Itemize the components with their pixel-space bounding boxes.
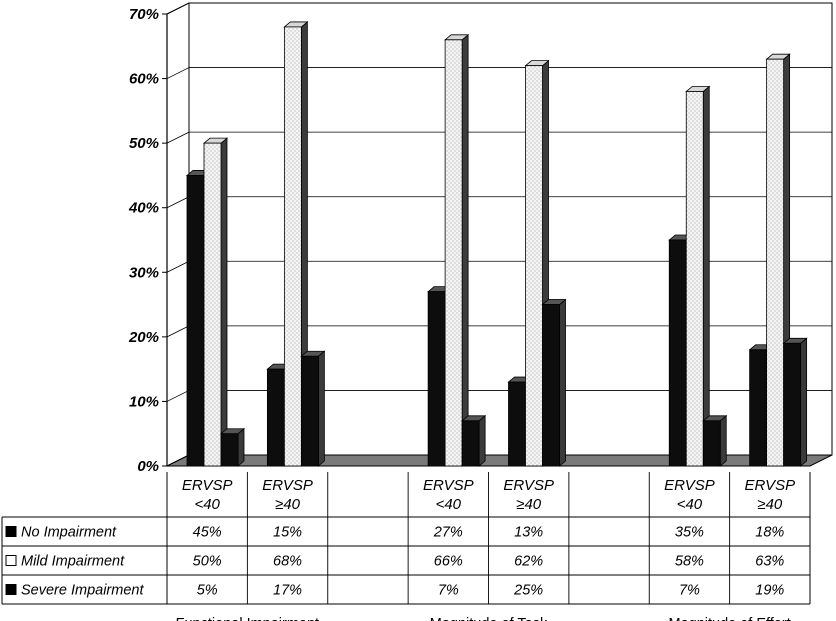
bar-side (702, 85, 710, 467)
category-label: ERVSP (664, 477, 715, 494)
bar-severe-impairment (782, 337, 808, 467)
bar-severe-impairment (219, 427, 246, 467)
y-tick-label: 70% (129, 6, 159, 23)
data-label: 50% (193, 554, 222, 570)
y-tick-label: 60% (129, 71, 159, 88)
bar-front (783, 342, 802, 467)
bar-front (508, 381, 526, 467)
category-sublabel: <40 (436, 496, 462, 513)
bar-side (317, 350, 325, 467)
data-label: 15% (273, 525, 302, 541)
bar-front (283, 26, 302, 467)
category-label: ERVSP (745, 477, 796, 494)
category-label: ERVSP (423, 477, 474, 494)
gridline-diagonal (166, 131, 190, 144)
data-label: 25% (513, 583, 543, 599)
data-label: 7% (679, 583, 700, 599)
category-label: ERVSP (503, 477, 554, 494)
legend-swatch-no-impairment (5, 526, 17, 537)
group-label: Magnitude of Task (430, 616, 548, 621)
gridline-diagonal (166, 67, 190, 79)
data-label: 66% (434, 554, 463, 570)
data-label: 18% (755, 525, 784, 541)
legend-swatch-severe-impairment (5, 584, 17, 595)
data-label: 5% (197, 583, 218, 599)
bar-severe-impairment (702, 414, 728, 467)
bar-mild-impairment (444, 33, 470, 467)
group-label: Magnitude of Effort (668, 616, 790, 621)
category-sublabel: ≥40 (275, 496, 301, 513)
group-label: Functional Impairment (176, 616, 319, 621)
bar-front (220, 433, 239, 467)
side-wall (166, 2, 190, 467)
data-label: 17% (273, 583, 302, 599)
y-axis: 0% 10% 20% 30% 40% 50% 60% 70% (128, 6, 168, 475)
bar-side (559, 298, 566, 467)
bar-front (766, 58, 785, 467)
bar-front (186, 175, 205, 467)
legend-swatch-mild-impairment (5, 555, 17, 566)
gridline-diagonal (166, 260, 190, 273)
bar-front (668, 239, 687, 467)
category-sublabel: ≥40 (516, 496, 542, 513)
data-table: ERVSP <40 ERVSP ≥40 ERVSP <40 ERVSP ≥40 ERVSP <40… (1, 472, 811, 621)
legend-label: No Impairment (21, 525, 117, 541)
bar-side (220, 137, 228, 467)
bar-front (702, 420, 721, 467)
data-label: 7% (438, 583, 459, 599)
data-label: 45% (193, 525, 222, 541)
data-label: 58% (675, 554, 704, 570)
legend-label: Severe Impairment (21, 583, 144, 599)
y-tick-label: 0% (137, 458, 159, 475)
bar-front (685, 91, 704, 467)
bar-front (461, 420, 480, 467)
bar-front (203, 142, 222, 467)
floor (166, 454, 833, 467)
bar-front (300, 355, 319, 467)
category-label: ERVSP (182, 477, 233, 494)
y-tick-label: 10% (129, 393, 159, 410)
category-sublabel: ≥40 (757, 496, 783, 513)
gridline-diagonal (166, 196, 190, 209)
category-sublabel: <40 (194, 496, 220, 513)
bar-side (719, 414, 727, 467)
data-label: 13% (514, 525, 543, 541)
gridline-diagonal (166, 390, 190, 402)
plot-area (166, 2, 833, 467)
gridline-diagonal (166, 2, 190, 15)
data-label: 19% (755, 583, 784, 599)
bar-side (478, 414, 486, 467)
gridline-diagonal (166, 325, 190, 338)
data-label: 35% (675, 525, 704, 541)
data-label: 27% (433, 525, 463, 541)
category-label: ERVSP (262, 477, 313, 494)
y-tick-label: 40% (128, 200, 159, 217)
bar-front (266, 368, 285, 467)
data-label: 63% (755, 554, 784, 570)
data-label: 62% (514, 554, 543, 570)
bars (185, 21, 808, 467)
data-label: 68% (273, 554, 302, 570)
y-tick-label: 20% (128, 329, 159, 346)
category-sublabel: <40 (677, 496, 703, 513)
bar-front (444, 39, 463, 467)
bar-front (542, 304, 560, 467)
bar-front (525, 65, 543, 467)
legend-label: Mild Impairment (21, 554, 125, 570)
y-tick-label: 50% (129, 135, 159, 152)
bar-front (427, 291, 446, 467)
bar-side (237, 427, 245, 467)
bar-front (749, 349, 768, 467)
bar-severe-impairment (541, 298, 567, 467)
bar-mild-impairment (202, 137, 229, 467)
bar-severe-impairment (300, 350, 326, 467)
bar-side (461, 33, 469, 467)
bar-severe-impairment (461, 414, 487, 467)
bar-mild-impairment (685, 85, 711, 467)
y-tick-label: 30% (129, 264, 159, 281)
bar-side (800, 337, 808, 467)
